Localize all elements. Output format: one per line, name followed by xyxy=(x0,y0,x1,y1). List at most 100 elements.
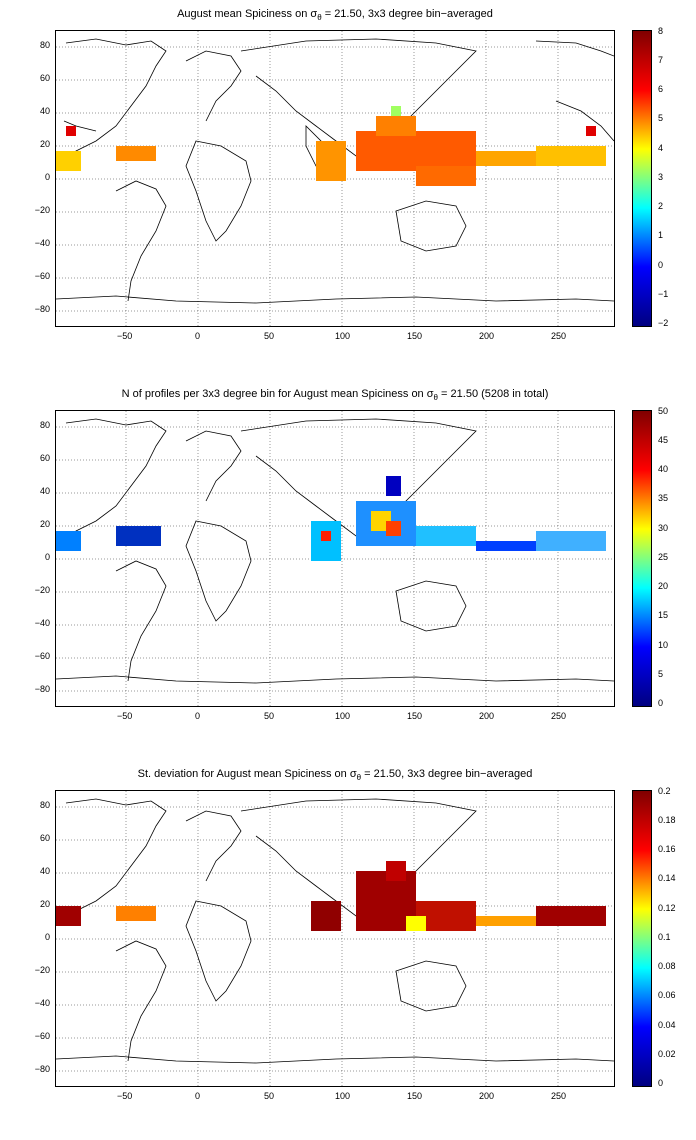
cb-tick: 40 xyxy=(658,464,669,474)
bin-cluster xyxy=(66,126,76,136)
cb-tick: −2 xyxy=(658,318,669,328)
cb-tick: 6 xyxy=(658,84,664,94)
x-tick: 0 xyxy=(195,711,201,721)
bin-cluster xyxy=(476,541,536,551)
cb-tick: 0.02 xyxy=(658,1049,676,1059)
y-tick: −60 xyxy=(34,271,50,281)
y-tick: −40 xyxy=(34,998,50,1008)
x-tick: 50 xyxy=(264,711,275,721)
map-svg xyxy=(56,31,614,326)
x-tick: −50 xyxy=(117,331,133,341)
data-bins xyxy=(56,861,606,931)
bin-cluster xyxy=(386,476,401,496)
y-tick: 0 xyxy=(44,552,50,562)
cb-tick: 25 xyxy=(658,552,669,562)
cb-tick: 7 xyxy=(658,55,664,65)
panel-title: August mean Spiciness on σθ = 21.50, 3x3… xyxy=(55,8,615,22)
bin-cluster xyxy=(376,116,416,136)
x-tick: 50 xyxy=(264,1091,275,1101)
cb-tick: 0.18 xyxy=(658,815,676,825)
y-tick: 60 xyxy=(39,833,50,843)
cb-tick: −1 xyxy=(658,289,669,299)
x-tick: 50 xyxy=(264,331,275,341)
x-tick: −50 xyxy=(117,1091,133,1101)
x-tick: −50 xyxy=(117,711,133,721)
bin-cluster xyxy=(56,531,81,551)
cb-tick: 50 xyxy=(658,406,669,416)
cb-tick: 20 xyxy=(658,581,669,591)
x-tick: 200 xyxy=(479,331,495,341)
cb-tick: 0.12 xyxy=(658,903,676,913)
x-tick: 0 xyxy=(195,1091,201,1101)
x-tick: 100 xyxy=(335,331,351,341)
bin-cluster xyxy=(416,526,476,546)
title-sigma: σ xyxy=(426,388,434,400)
panel-std-deviation: St. deviation for August mean Spiciness … xyxy=(0,760,696,1140)
bin-cluster xyxy=(536,146,606,166)
y-tick: 40 xyxy=(39,486,50,496)
colorbar-ticks: 8 7 6 5 4 3 2 1 0 −1 −2 xyxy=(658,26,688,331)
x-tick: 250 xyxy=(551,1091,567,1101)
x-tick: 150 xyxy=(407,331,423,341)
title-subscript: θ xyxy=(356,773,362,783)
bin-cluster xyxy=(391,106,401,116)
panel-title: N of profiles per 3x3 degree bin for Aug… xyxy=(55,388,615,402)
y-tick: 60 xyxy=(39,453,50,463)
x-tick: 250 xyxy=(551,711,567,721)
x-tick: 200 xyxy=(479,1091,495,1101)
cb-tick: 8 xyxy=(658,26,664,36)
map-svg xyxy=(56,791,614,1086)
y-tick: 80 xyxy=(39,420,50,430)
bin-cluster xyxy=(536,531,606,551)
map-svg xyxy=(56,411,614,706)
title-subscript: θ xyxy=(317,13,322,23)
y-tick: −20 xyxy=(34,585,50,595)
y-tick: 0 xyxy=(44,932,50,942)
colorbar xyxy=(632,30,652,327)
y-tick: −20 xyxy=(34,965,50,975)
y-tick: 80 xyxy=(39,800,50,810)
x-tick: 150 xyxy=(407,711,423,721)
bin-cluster xyxy=(356,131,476,171)
map-plot xyxy=(55,410,615,707)
y-tick: −40 xyxy=(34,238,50,248)
cb-tick: 0.06 xyxy=(658,990,676,1000)
y-tick: 40 xyxy=(39,106,50,116)
title-suffix: = 21.50, 3x3 degree bin−averaged xyxy=(321,8,493,20)
cb-tick: 45 xyxy=(658,435,669,445)
x-tick: 100 xyxy=(335,1091,351,1101)
cb-tick: 0 xyxy=(658,260,664,270)
cb-tick: 0.08 xyxy=(658,961,676,971)
y-tick: 80 xyxy=(39,40,50,50)
cb-tick: 5 xyxy=(658,669,664,679)
panel-profile-count: N of profiles per 3x3 degree bin for Aug… xyxy=(0,380,696,760)
title-prefix: St. deviation for August mean Spiciness … xyxy=(137,768,347,780)
bin-cluster xyxy=(311,901,341,931)
bin-cluster xyxy=(316,141,346,181)
panel-title: St. deviation for August mean Spiciness … xyxy=(55,768,615,782)
bin-cluster xyxy=(476,916,536,926)
map-plot xyxy=(55,30,615,327)
title-suffix: = 21.50 (5208 in total) xyxy=(438,388,549,400)
x-tick: 150 xyxy=(407,1091,423,1101)
cb-tick: 15 xyxy=(658,610,669,620)
colorbar-ticks: 50 45 40 35 30 25 20 15 10 5 0 xyxy=(658,406,688,711)
cb-tick: 35 xyxy=(658,493,669,503)
gridlines xyxy=(56,791,614,1086)
title-suffix: = 21.50, 3x3 degree bin−averaged xyxy=(361,768,533,780)
cb-tick: 0.14 xyxy=(658,873,676,883)
y-tick: −80 xyxy=(34,304,50,314)
bin-cluster xyxy=(116,526,161,546)
bin-cluster xyxy=(386,521,401,536)
bin-cluster xyxy=(406,916,426,931)
y-tick: 40 xyxy=(39,866,50,876)
bin-cluster xyxy=(386,861,406,881)
cb-tick: 0 xyxy=(658,1078,664,1088)
y-tick: −80 xyxy=(34,684,50,694)
y-tick: 0 xyxy=(44,172,50,182)
title-subscript: θ xyxy=(433,393,438,403)
bin-cluster xyxy=(321,531,331,541)
colorbar-ticks: 0.2 0.18 0.16 0.14 0.12 0.1 0.08 0.06 0.… xyxy=(658,786,688,1091)
cb-tick: 2 xyxy=(658,201,664,211)
colorbar xyxy=(632,790,652,1087)
